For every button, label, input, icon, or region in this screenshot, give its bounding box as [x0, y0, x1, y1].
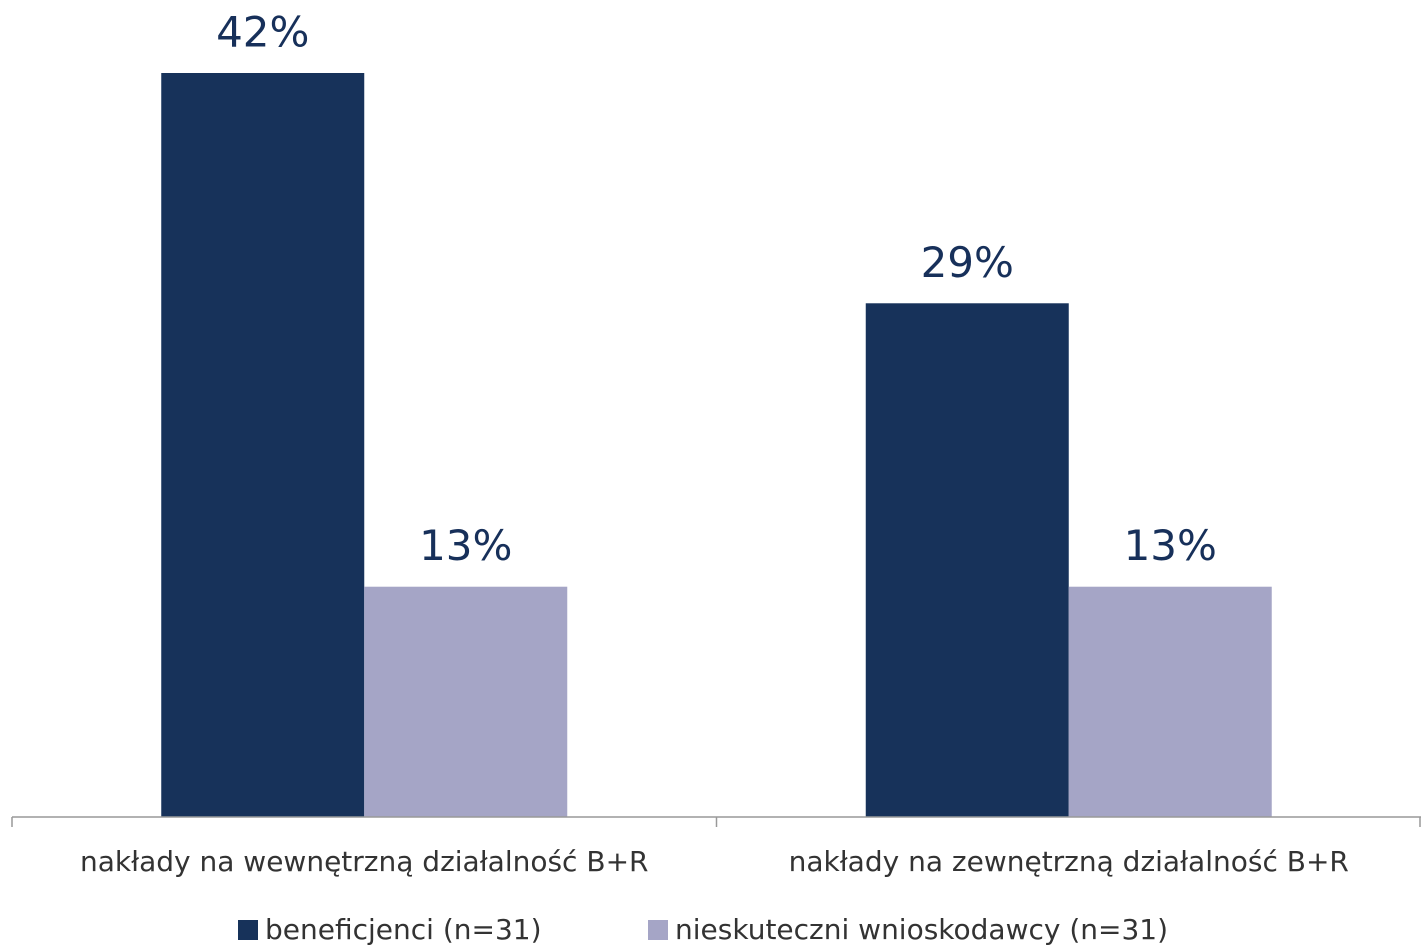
bar [1068, 586, 1272, 817]
bar [161, 73, 365, 817]
legend-swatch [648, 920, 668, 940]
value-label: 13% [419, 521, 512, 570]
legend-label: beneficjenci (n=31) [265, 913, 542, 946]
bar [364, 586, 568, 817]
bar [865, 303, 1069, 817]
x-tick-label: nakłady na zewnętrzną działalność B+R [789, 845, 1349, 878]
x-tick-label: nakłady na wewnętrzną działalność B+R [80, 845, 648, 878]
value-label: 13% [1124, 521, 1217, 570]
legend-label: nieskuteczni wnioskodawcy (n=31) [675, 913, 1168, 946]
legend-swatch [238, 920, 258, 940]
value-label: 29% [921, 238, 1014, 287]
value-label: 42% [216, 8, 309, 57]
